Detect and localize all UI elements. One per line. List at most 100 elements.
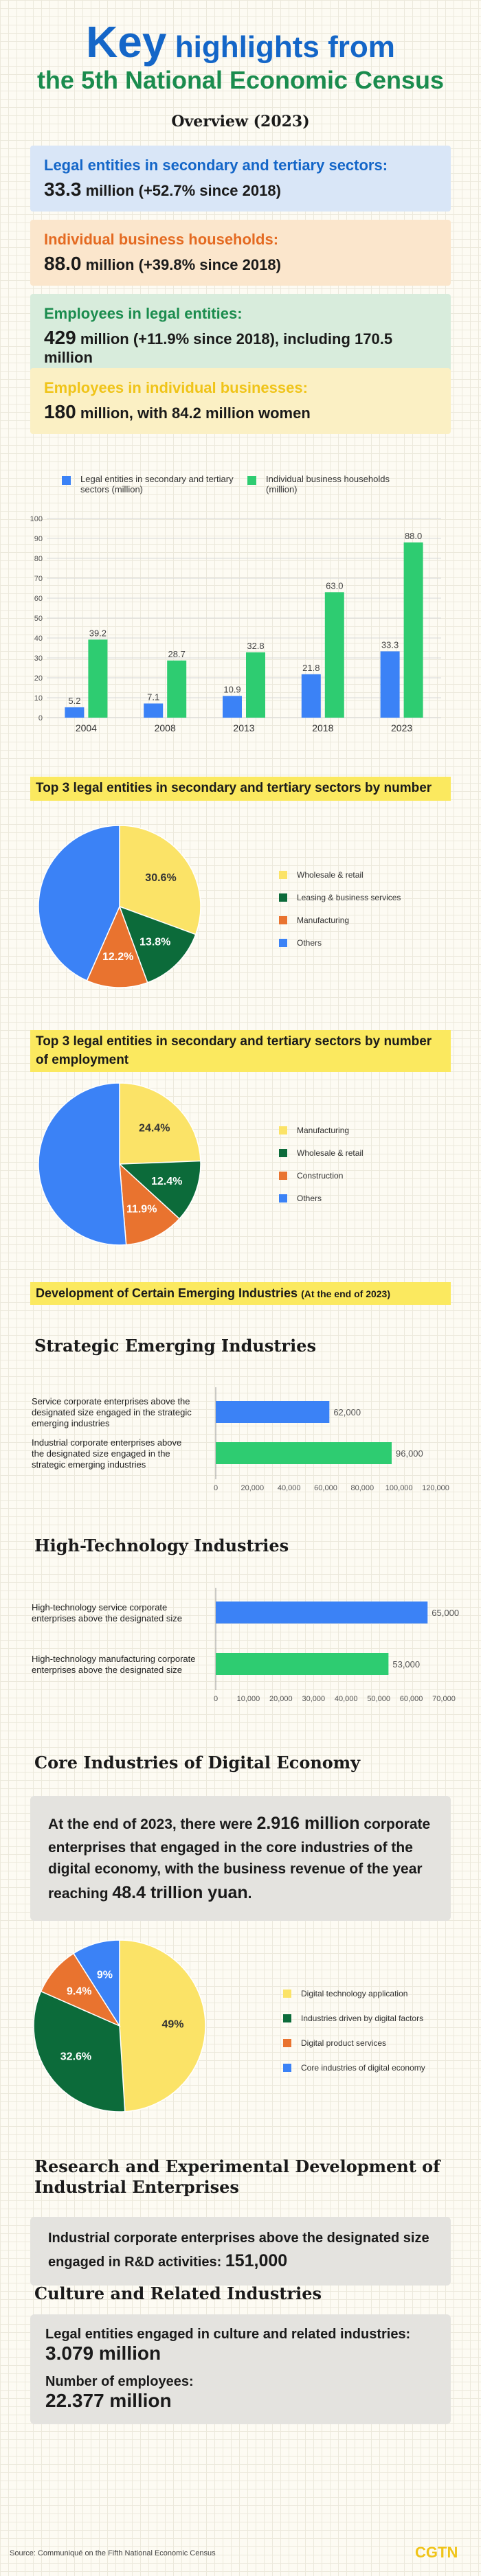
data-label: 32.8 <box>247 641 264 651</box>
x-tick-label: 2018 <box>312 722 333 733</box>
legend-label: Digital technology application <box>301 1989 407 1998</box>
x-tick-label: 10,000 <box>237 1695 260 1703</box>
bar <box>246 652 265 718</box>
brand-logo: CGTN <box>415 2544 458 2561</box>
pie-chart-by-employment: 24.4% 12.4% 11.9% Manufacturing Wholesale & … <box>38 1082 363 1246</box>
pie-slice <box>119 1163 181 1246</box>
legend-label: Construction <box>297 1171 343 1181</box>
pie-chart-by-number: 30.6% 13.8% 12.2% Wholesale & retail Leasing… <box>38 825 401 988</box>
bar <box>216 1653 389 1675</box>
data-label: 28.7 <box>168 649 186 659</box>
overview-heading: Overview (2023) <box>171 113 310 130</box>
culture-value-entities: 3.079 million <box>45 2343 161 2364</box>
legend-swatch <box>279 1194 287 1202</box>
x-tick-label: 40,000 <box>278 1484 301 1492</box>
y-tick-label: 10 <box>34 694 43 703</box>
title-rest: highlights from <box>175 30 395 64</box>
y-tick-label: 50 <box>34 615 43 623</box>
page-title: Key highlights from <box>0 16 481 67</box>
legend-label: Leasing & business services <box>297 893 401 902</box>
hbar-chart-hightech: 0 10,000 20,000 30,000 40,000 50,000 60,000 70,… <box>32 1588 459 1703</box>
category-label: enterprises above the designated size <box>32 1665 182 1675</box>
category-label: the designated size engaged in the <box>32 1448 170 1459</box>
emerging-title: Development of Certain Emerging Industri… <box>30 1282 451 1306</box>
pie-slice <box>86 904 148 988</box>
slice-label: 12.4% <box>151 1176 182 1187</box>
y-tick-label: 90 <box>34 535 43 543</box>
page-subtitle: the 5th National Economic Census <box>36 66 445 94</box>
x-tick-label: 40,000 <box>335 1695 358 1703</box>
source-note: Source: Communiqué on the Fifth National… <box>10 2549 216 2557</box>
legend-label: Others <box>297 938 322 948</box>
highlight-value-line: 33.3 million (+52.7% since 2018) <box>44 179 437 201</box>
culture-label-entities: Legal entities engaged in culture and re… <box>45 2327 411 2342</box>
x-tick-label: 0 <box>214 1695 218 1703</box>
data-label: 33.3 <box>381 639 399 650</box>
bar <box>144 703 164 718</box>
data-label: 53,000 <box>392 1659 420 1669</box>
x-tick-label: 120,000 <box>422 1484 449 1492</box>
legend-swatch <box>279 871 287 879</box>
y-tick-label: 70 <box>34 575 43 583</box>
category-label: designated size engaged in the strategic <box>32 1407 192 1417</box>
pie-slice <box>119 825 201 935</box>
y-tick-label: 20 <box>34 674 43 683</box>
bar <box>403 542 423 718</box>
data-label: 10.9 <box>223 684 240 694</box>
culture-label-employees: Number of employees: <box>45 2374 194 2389</box>
legend-swatch <box>279 1172 287 1180</box>
digital-enterprise-count: 2.916 million <box>256 1814 360 1833</box>
digital-text-b: corporate enterprises that engaged in th… <box>48 1816 431 1902</box>
x-tick-label: 60,000 <box>314 1484 337 1492</box>
legend-swatch <box>283 1990 291 1998</box>
pie-chart-digital-economy: 49% 32.6% 9.4% 9% Digital technology applica… <box>33 1939 425 2112</box>
data-label: 7.1 <box>147 692 159 702</box>
legend-label: Wholesale & retail <box>297 1148 363 1158</box>
x-tick-label: 80,000 <box>351 1484 374 1492</box>
data-label: 96,000 <box>396 1448 423 1459</box>
y-tick-label: 80 <box>34 555 43 563</box>
highlight-detail: million (+11.9% since 2018), including 1… <box>44 330 393 366</box>
y-tick-label: 0 <box>38 714 43 722</box>
legend-swatch <box>279 916 287 924</box>
legend-label: Individual business households (million) <box>266 474 390 494</box>
category-label: High-technology service corporate <box>32 1602 167 1612</box>
legend-swatch <box>62 476 71 485</box>
bar <box>216 1442 392 1464</box>
category-label: strategic emerging industries <box>32 1459 146 1470</box>
slice-label: 9.4% <box>67 1985 91 1997</box>
category-label: enterprises above the designated size <box>32 1613 182 1623</box>
pie-slice <box>119 1082 201 1165</box>
legend-swatch <box>283 2064 291 2072</box>
highlight-value-line: 429 million (+11.9% since 2018), includi… <box>44 327 437 367</box>
x-tick-label: 0 <box>214 1484 218 1492</box>
rd-box: Industrial corporate enterprises above t… <box>30 2217 451 2286</box>
highlight-detail: million, with 84.2 million women <box>76 404 311 422</box>
pie-slice <box>118 905 197 983</box>
slice-label: 13.8% <box>139 937 170 948</box>
legend-label: Manufacturing <box>297 915 349 925</box>
highlight-value-line: 88.0 million (+39.8% since 2018) <box>44 253 437 275</box>
category-label: Service corporate enterprises above the <box>32 1396 190 1406</box>
highlight-employees-legal: Employees in legal entities: 429 million… <box>30 294 451 378</box>
highlight-value: 88.0 <box>44 253 82 274</box>
data-label: 5.2 <box>68 696 80 706</box>
pie-slice <box>38 1082 127 1246</box>
bar-chart-census: 0 10 20 30 40 50 60 70 80 90 100 2004 5.2 39.2 2008 7.1… <box>30 515 441 733</box>
x-tick-label: 50,000 <box>367 1695 390 1703</box>
category-label: High-technology manufacturing corporate <box>32 1654 195 1664</box>
digital-revenue: 48.4 trillion yuan <box>112 1882 248 1902</box>
strategic-heading: Strategic Emerging Industries <box>34 1336 316 1356</box>
digital-summary-box: At the end of 2023, there were 2.916 mil… <box>30 1796 451 1921</box>
emerging-title-text: Development of Certain Emerging Industri… <box>36 1286 298 1300</box>
emerging-note: (At the end of 2023) <box>301 1288 390 1299</box>
legend-swatch <box>279 939 287 947</box>
legend-swatch <box>279 893 287 902</box>
data-label: 63.0 <box>326 580 343 591</box>
slice-label: 12.2% <box>102 951 133 963</box>
culture-value-employees: 22.377 million <box>45 2390 172 2411</box>
title-key-word: Key <box>86 17 167 67</box>
highlight-value: 180 <box>44 401 76 422</box>
y-tick-label: 40 <box>34 635 43 643</box>
category-label: emerging industries <box>32 1418 110 1428</box>
